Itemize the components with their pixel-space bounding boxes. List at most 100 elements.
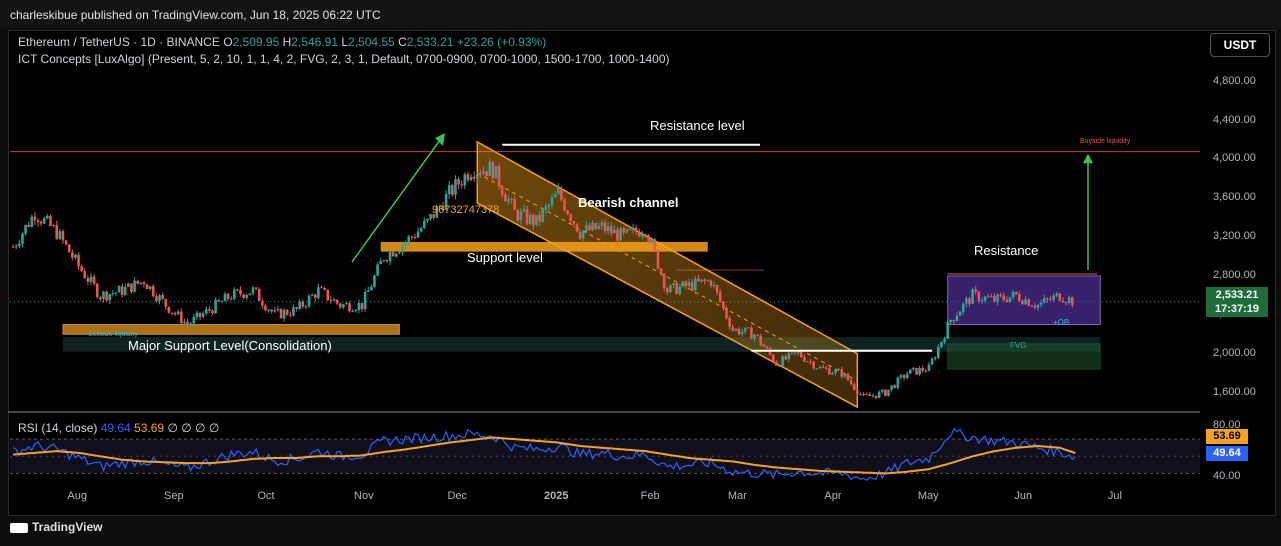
candle-body — [95, 283, 99, 298]
candle-body — [64, 240, 68, 245]
candle-body — [625, 229, 629, 233]
candle-body — [765, 346, 769, 349]
time-axis-tick: Apr — [824, 490, 842, 502]
candle-body — [170, 312, 174, 314]
candle-body — [1049, 299, 1052, 301]
candle-body — [92, 276, 96, 284]
candle-body — [500, 186, 504, 195]
candle-body — [681, 281, 685, 287]
candle-body — [815, 368, 819, 370]
candle-body — [211, 310, 214, 314]
candle-body — [52, 225, 55, 227]
fvg-zone — [947, 343, 1101, 370]
candle-body — [1005, 299, 1009, 303]
fvg-label: FVG — [1010, 341, 1027, 350]
rsi-line — [12, 427, 1076, 481]
candle-body — [834, 369, 837, 374]
candle-body — [1058, 293, 1062, 301]
countdown-timer: 17:37:19 — [1214, 303, 1260, 315]
candle-body — [27, 224, 30, 227]
candle-body — [254, 287, 258, 289]
candle-body — [843, 373, 847, 377]
candle-body — [560, 188, 563, 200]
candle-body — [482, 171, 485, 175]
support-level-label: Support level — [467, 250, 543, 265]
rsi-extra: ∅ ∅ ∅ ∅ — [167, 421, 220, 435]
candle-body — [488, 162, 492, 177]
candle-body — [30, 216, 34, 227]
footer-brand: TradingView — [10, 520, 102, 534]
candle-body — [257, 288, 261, 301]
candle-body — [292, 307, 295, 316]
candle-body — [937, 346, 940, 358]
candle-body — [145, 284, 149, 290]
candle-body — [229, 298, 233, 300]
time-axis-tick: Jun — [1014, 490, 1033, 502]
candle-body — [127, 283, 130, 288]
candle-body — [737, 328, 741, 335]
candle-body — [451, 185, 454, 195]
candle-body — [444, 194, 448, 211]
candle-body — [687, 282, 691, 287]
candle-body — [385, 260, 389, 262]
candle-body — [123, 287, 127, 295]
tradingview-logo-icon — [10, 522, 28, 533]
price-axis-tick: 4,800.00 — [1213, 74, 1256, 87]
candle-body — [924, 370, 928, 372]
candle-body — [130, 283, 133, 292]
time-axis-tick: Aug — [67, 490, 87, 502]
candle-body — [840, 369, 844, 377]
candle-body — [955, 315, 959, 321]
candle-body — [952, 320, 956, 322]
candle-body — [99, 297, 102, 299]
candle-body — [709, 280, 713, 286]
candle-body — [778, 365, 781, 367]
candle-body — [239, 289, 242, 295]
candle-body — [637, 231, 641, 237]
candle-body — [1039, 302, 1043, 305]
candle-body — [208, 309, 211, 311]
candle-body — [479, 173, 482, 175]
candle-body — [273, 310, 277, 312]
candle-body — [912, 367, 915, 370]
time-axis-tick: May — [917, 490, 939, 502]
candle-body — [999, 294, 1002, 296]
support-level-zone — [380, 241, 708, 252]
candle-body — [1036, 304, 1040, 308]
candle-body — [809, 361, 812, 363]
candle-body — [74, 254, 77, 258]
candle-body — [852, 384, 856, 390]
candle-body — [862, 394, 865, 396]
candle-body — [1008, 296, 1012, 303]
candle-body — [466, 174, 470, 181]
candle-body — [438, 205, 442, 207]
candle-body — [884, 389, 887, 396]
close-label: C — [398, 35, 407, 49]
candle-body — [616, 229, 619, 241]
candle-body — [644, 234, 647, 236]
candle-body — [965, 298, 968, 304]
candle-body — [877, 391, 881, 398]
high-value: 2,546.91 — [291, 35, 338, 49]
candle-body — [457, 179, 460, 185]
candle-body — [36, 220, 40, 222]
candle-body — [342, 304, 345, 308]
candle-body — [1052, 295, 1055, 300]
candle-body — [759, 335, 763, 345]
candle-body — [756, 334, 759, 336]
candle-body — [183, 321, 186, 324]
candle-body — [504, 194, 507, 202]
resistance-zone — [947, 275, 1101, 326]
candle-body — [313, 294, 317, 298]
candle-body — [33, 216, 37, 221]
candle-body — [189, 323, 192, 325]
currency-button[interactable]: USDT — [1210, 33, 1270, 57]
time-axis-tick: Nov — [354, 490, 374, 502]
rsi-ma-line — [13, 436, 1076, 475]
candle-body — [977, 291, 981, 302]
candle-body — [787, 353, 791, 360]
candle-body — [672, 283, 675, 285]
candle-body — [594, 222, 597, 230]
candle-body — [370, 286, 373, 291]
